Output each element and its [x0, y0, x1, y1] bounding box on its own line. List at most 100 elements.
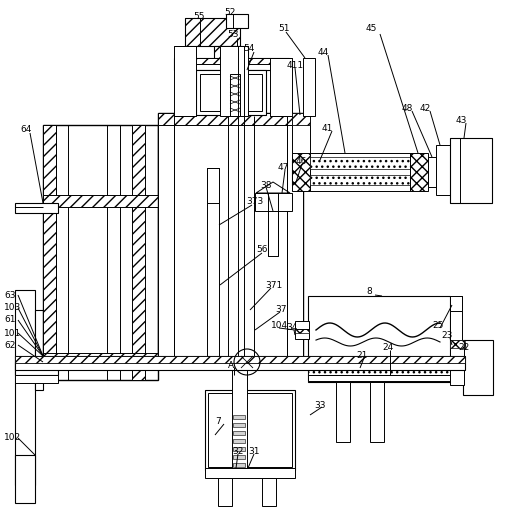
Bar [174, 58, 288, 70]
Bar [158, 113, 302, 125]
Bar [462, 340, 492, 395]
Text: 54: 54 [242, 44, 254, 53]
Text: 52: 52 [224, 8, 235, 16]
Text: 8: 8 [365, 288, 371, 296]
Text: 102: 102 [4, 434, 21, 442]
Bar [449, 340, 463, 348]
Bar [308, 368, 462, 382]
Bar [308, 368, 462, 375]
Text: 101: 101 [4, 329, 21, 337]
Text: 34: 34 [285, 324, 297, 332]
Bar [195, 70, 266, 115]
Bar [291, 160, 451, 166]
Text: 43: 43 [455, 116, 467, 124]
Bar [449, 296, 461, 374]
Bar [308, 296, 449, 368]
Bar [409, 153, 427, 191]
Bar [232, 415, 244, 419]
Bar [286, 113, 302, 368]
Bar [294, 327, 309, 339]
Bar [174, 46, 195, 116]
Bar [310, 153, 409, 191]
Bar [43, 125, 56, 380]
Bar [294, 321, 309, 329]
Bar [226, 14, 247, 28]
Bar [43, 195, 158, 207]
Bar [232, 423, 244, 427]
Text: 7: 7 [215, 417, 220, 426]
Bar [214, 46, 247, 60]
Bar [15, 356, 464, 370]
Bar [310, 175, 409, 185]
Bar [427, 157, 435, 187]
Bar [43, 125, 158, 380]
Text: 56: 56 [256, 245, 267, 254]
Bar [268, 211, 277, 256]
Text: 64: 64 [20, 125, 31, 135]
Bar [308, 375, 462, 381]
Bar [174, 58, 288, 64]
Bar [291, 113, 310, 125]
Text: 22: 22 [457, 344, 468, 352]
Bar [294, 327, 309, 333]
Bar [291, 160, 451, 185]
Text: 47: 47 [277, 163, 289, 173]
Bar [15, 455, 35, 503]
Bar [185, 18, 239, 46]
Text: 21: 21 [356, 351, 367, 359]
Text: 38: 38 [260, 181, 271, 189]
Text: 51: 51 [277, 24, 289, 32]
Bar [232, 455, 244, 459]
Text: 104: 104 [271, 322, 287, 331]
Text: A: A [228, 360, 234, 370]
Bar [232, 439, 244, 443]
Bar [199, 74, 262, 111]
Text: 55: 55 [192, 11, 204, 20]
Text: 103: 103 [4, 304, 21, 312]
Text: 37: 37 [274, 306, 286, 314]
Bar [15, 362, 58, 375]
Bar [310, 157, 409, 169]
Bar [15, 375, 58, 383]
Bar [232, 463, 244, 467]
Text: 25: 25 [431, 321, 442, 330]
Bar [207, 168, 219, 363]
Text: 48: 48 [401, 103, 413, 113]
Text: 63: 63 [4, 290, 16, 300]
Text: 371: 371 [265, 281, 282, 289]
Text: 411: 411 [286, 60, 304, 70]
Bar [291, 113, 310, 163]
Text: 32: 32 [231, 447, 243, 457]
Bar [158, 356, 302, 368]
Bar [220, 46, 247, 116]
Bar [158, 113, 174, 368]
Text: 62: 62 [4, 340, 15, 350]
Text: 61: 61 [4, 315, 16, 325]
Bar [232, 447, 244, 451]
Text: 24: 24 [381, 344, 392, 352]
Bar [255, 193, 291, 211]
Bar [449, 296, 461, 311]
Bar [335, 382, 349, 442]
Bar [207, 168, 219, 203]
Text: 23: 23 [440, 331, 451, 339]
Bar [302, 58, 315, 116]
Bar [43, 353, 158, 365]
Bar [218, 478, 231, 506]
Bar [15, 203, 58, 213]
Text: 44: 44 [317, 48, 329, 56]
Bar [15, 356, 464, 363]
Text: 41: 41 [321, 123, 333, 133]
Text: 53: 53 [227, 30, 238, 38]
Bar [158, 113, 302, 368]
Bar [15, 290, 35, 485]
Bar [435, 145, 449, 195]
Text: 42: 42 [419, 103, 430, 113]
Bar [262, 478, 275, 506]
Text: 31: 31 [247, 447, 259, 457]
Bar [449, 138, 491, 203]
Bar [291, 179, 451, 185]
Bar [132, 125, 145, 380]
Bar [35, 310, 43, 390]
Bar [208, 393, 291, 467]
